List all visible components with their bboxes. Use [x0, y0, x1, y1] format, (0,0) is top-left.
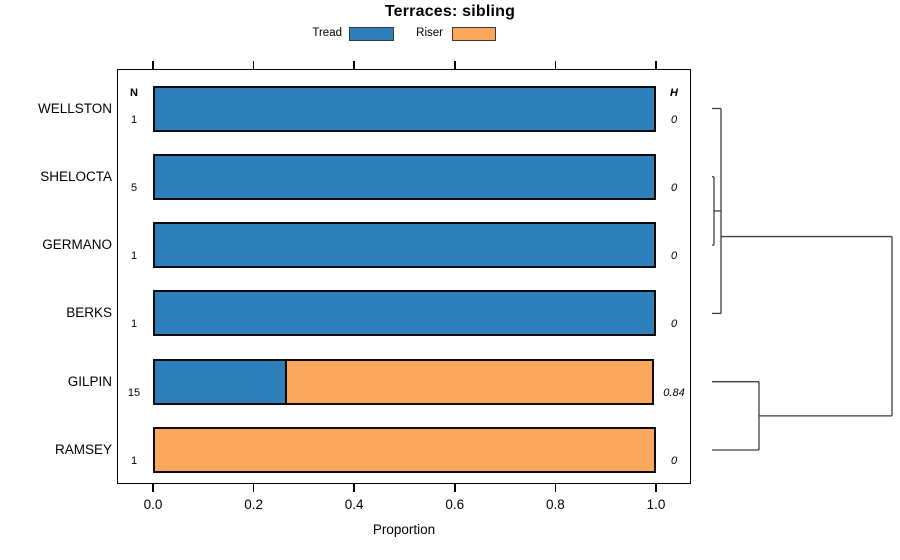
tread-segment-shelocta — [153, 153, 656, 200]
legend-label-riser: Riser — [416, 27, 443, 39]
bar-berks — [153, 290, 656, 337]
x-tick-label: 0.4 — [344, 497, 364, 512]
bar-gilpin — [153, 358, 656, 405]
chart-title: Terraces: sibling — [384, 3, 516, 20]
h-column-header: H — [670, 87, 678, 99]
h-value-germano: 0 — [670, 250, 678, 263]
x-tick-top — [554, 61, 557, 69]
legend-label-tread: Tread — [312, 27, 342, 39]
tread-segment-wellston — [153, 85, 656, 132]
x-tick-top — [252, 61, 255, 69]
riser-segment-gilpin — [285, 358, 654, 405]
x-tick-bottom — [655, 484, 657, 492]
x-tick-label: 0.0 — [143, 497, 163, 512]
category-label-berks: BERKS — [66, 305, 112, 321]
x-tick-label: 0.6 — [445, 497, 465, 512]
bar-germano — [153, 222, 656, 269]
legend-swatch-riser-icon — [452, 27, 496, 41]
x-tick-label: 0.2 — [244, 497, 263, 512]
bar-wellston — [153, 85, 656, 132]
x-tick-label: 0.8 — [546, 497, 565, 512]
tread-segment-berks — [153, 290, 656, 337]
category-label-gilpin: GILPIN — [67, 373, 112, 389]
tread-segment-germano — [153, 222, 656, 269]
h-value-wellston: 0 — [670, 113, 678, 126]
x-tick-bottom — [252, 484, 255, 492]
h-value-shelocta: 0 — [670, 181, 678, 194]
n-value-shelocta: 5 — [130, 181, 138, 194]
x-tick-bottom — [152, 484, 154, 492]
x-tick-bottom — [454, 484, 456, 492]
n-column-header: N — [130, 87, 138, 99]
riser-segment-ramsey — [153, 427, 656, 473]
category-label-wellston: WELLSTON — [37, 100, 112, 116]
category-label-ramsey: RAMSEY — [54, 442, 112, 457]
x-tick-top — [353, 61, 355, 69]
n-value-gilpin: 15 — [127, 386, 141, 399]
n-value-berks: 1 — [130, 318, 138, 331]
bar-ramsey — [153, 427, 656, 473]
x-tick-top — [454, 61, 456, 69]
n-value-wellston: 1 — [130, 113, 138, 126]
x-tick-label: 1.0 — [646, 497, 666, 512]
x-tick-top — [655, 61, 657, 69]
h-value-berks: 0 — [670, 318, 678, 331]
bar-shelocta — [153, 153, 656, 200]
legend-swatch-tread-icon — [349, 27, 394, 41]
category-label-germano: GERMANO — [42, 237, 112, 253]
x-tick-top — [152, 61, 154, 69]
category-label-shelocta: SHELOCTA — [40, 168, 112, 184]
x-axis-title: Proportion — [372, 522, 436, 537]
plot-frame — [117, 69, 691, 484]
h-value-ramsey: 0 — [670, 455, 678, 467]
n-value-germano: 1 — [130, 250, 138, 263]
x-tick-bottom — [353, 484, 355, 492]
n-value-ramsey: 1 — [130, 455, 138, 467]
x-tick-bottom — [554, 484, 557, 492]
h-value-gilpin: 0.84 — [663, 386, 685, 399]
